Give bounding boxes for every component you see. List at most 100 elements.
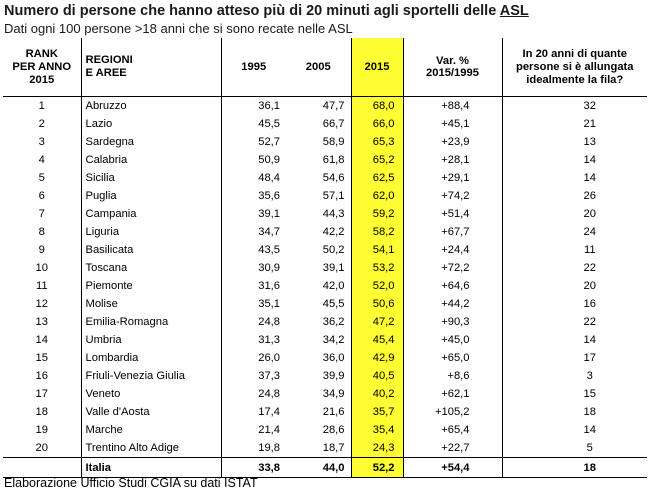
value-2015-cell: 47,2	[350, 313, 404, 331]
value-1995-cell: 30,9	[258, 262, 280, 274]
region-cell: Basilicata	[80, 241, 222, 259]
region-cell: Emilia-Romagna	[80, 313, 222, 331]
source-footer: Elaborazione Ufficio Studi CGIA su dati …	[4, 476, 258, 490]
value-1995-cell: 50,9	[258, 154, 280, 166]
table-row: 9 Basilicata 43,5 50,2 54,1 +24,4 11	[3, 241, 647, 259]
region-cell: Puglia	[80, 187, 222, 205]
table-row: 13 Emilia-Romagna 24,8 36,2 47,2 +90,3 22	[3, 313, 647, 331]
region-cell: Calabria	[80, 151, 222, 169]
page-subtitle: Dati ogni 100 persone >18 anni che si so…	[4, 21, 353, 36]
value-1995-cell: 35,6	[258, 190, 280, 202]
value-2015-cell: 42,9	[350, 349, 404, 367]
table-row: 7 Campania 39,1 44,3 59,2 +51,4 20	[3, 205, 647, 223]
value-2015-cell: 40,5	[350, 367, 404, 385]
region-cell: Piemonte	[80, 277, 222, 295]
variation-cell: +88,4	[403, 96, 503, 115]
value-2015-cell: 45,4	[350, 331, 404, 349]
variation-cell: +74,2	[403, 187, 503, 205]
value-2015-cell: 50,6	[350, 295, 404, 313]
value-1995-cell: 17,4	[258, 406, 280, 418]
table-row: 19 Marche 21,4 28,6 35,4 +65,4 14	[3, 421, 647, 439]
rank-cell: 8	[38, 226, 45, 238]
rank-cell: 2	[38, 118, 45, 130]
value-2015-cell: 68,0	[350, 96, 404, 115]
table-row: 14 Umbria 31,3 34,2 45,4 +45,0 14	[3, 331, 647, 349]
value-1995-cell: 31,6	[258, 280, 280, 292]
region-cell: Friuli-Venezia Giulia	[80, 367, 222, 385]
table-row: 8 Liguria 34,7 42,2 58,2 +67,7 24	[3, 223, 647, 241]
value-2005-cell: 45,5	[322, 298, 345, 310]
value-2005-cell: 36,2	[322, 316, 345, 328]
total-value-2015-cell: 52,2	[350, 457, 404, 478]
region-cell: Lazio	[80, 115, 222, 133]
rank-cell: 10	[35, 262, 48, 274]
value-2005-cell: 54,6	[322, 172, 345, 184]
rank-cell: 1	[38, 100, 45, 112]
queue-increase-cell: 15	[583, 388, 596, 400]
rank-cell: 3	[38, 136, 45, 148]
variation-cell: +62,1	[403, 385, 503, 403]
variation-cell: +65,4	[403, 421, 503, 439]
region-cell: Lombardia	[80, 349, 222, 367]
header-region: REGIONI E AREE	[80, 38, 222, 97]
value-1995-cell: 35,1	[258, 298, 280, 310]
value-2005-cell: 28,6	[322, 424, 345, 436]
header-region-line1: REGIONI	[85, 54, 133, 66]
queue-increase-cell: 20	[583, 280, 596, 292]
queue-increase-cell: 22	[583, 316, 596, 328]
variation-cell: +29,1	[403, 169, 503, 187]
value-2015-cell: 52,0	[350, 277, 404, 295]
variation-cell: +64,6	[403, 277, 503, 295]
queue-increase-cell: 14	[583, 172, 596, 184]
variation-cell: +8,6	[403, 367, 503, 385]
table-body: 1 Abruzzo 36,1 47,7 68,0 +88,4 32 2 Lazio 45,5 66,…	[3, 96, 647, 478]
total-value-2005-cell: 44,0	[286, 457, 351, 478]
variation-cell: +45,0	[403, 331, 503, 349]
region-cell: Abruzzo	[80, 96, 222, 115]
value-2015-cell: 35,4	[350, 421, 404, 439]
value-1995-cell: 37,3	[258, 370, 280, 382]
value-1995-cell: 31,3	[258, 334, 280, 346]
header-rank: RANK PER ANNO 2015	[3, 38, 81, 97]
value-2005-cell: 39,1	[322, 262, 345, 274]
value-1995-cell: 21,4	[258, 424, 280, 436]
table-row: 5 Sicilia 48,4 54,6 62,5 +29,1 14	[3, 169, 647, 187]
table-row: 16 Friuli-Venezia Giulia 37,3 39,9 40,5 +8,6 3	[3, 367, 647, 385]
value-2005-cell: 50,2	[322, 244, 345, 256]
value-1995-cell: 39,1	[258, 208, 280, 220]
value-2005-cell: 36,0	[322, 352, 345, 364]
variation-cell: +23,9	[403, 133, 503, 151]
region-cell: Trentino Alto Adige	[80, 439, 222, 458]
value-2005-cell: 42,2	[322, 226, 345, 238]
value-1995-cell: 43,5	[258, 244, 280, 256]
region-cell: Marche	[80, 421, 222, 439]
queue-increase-cell: 22	[583, 262, 596, 274]
value-1995-cell: 19,8	[258, 442, 280, 454]
queue-increase-cell: 14	[583, 334, 596, 346]
queue-increase-cell: 32	[583, 100, 596, 112]
region-cell: Toscana	[80, 259, 222, 277]
table-row: 15 Lombardia 26,0 36,0 42,9 +65,0 17	[3, 349, 647, 367]
queue-increase-cell: 5	[586, 442, 593, 454]
value-2005-cell: 34,2	[322, 334, 345, 346]
value-2005-cell: 66,7	[322, 118, 345, 130]
value-2015-cell: 35,7	[350, 403, 404, 421]
variation-cell: +65,0	[403, 349, 503, 367]
rank-cell: 16	[35, 370, 48, 382]
value-1995-cell: 34,7	[258, 226, 280, 238]
variation-cell: +22,7	[403, 439, 503, 458]
region-cell: Sicilia	[80, 169, 222, 187]
value-2015-cell: 40,2	[350, 385, 404, 403]
rank-cell: 20	[35, 442, 48, 454]
header-1995: 1995	[221, 38, 286, 97]
region-cell: Valle d'Aosta	[80, 403, 222, 421]
rank-cell: 5	[38, 172, 45, 184]
region-cell: Veneto	[80, 385, 222, 403]
region-cell: Campania	[80, 205, 222, 223]
queue-increase-cell: 26	[583, 190, 596, 202]
rank-cell: 11	[35, 280, 48, 292]
table-row: 4 Calabria 50,9 61,8 65,2 +28,1 14	[3, 151, 647, 169]
title-text: Numero di persone che hanno atteso più d…	[4, 3, 500, 19]
queue-increase-cell: 13	[583, 136, 596, 148]
value-1995-cell: 24,8	[258, 388, 280, 400]
